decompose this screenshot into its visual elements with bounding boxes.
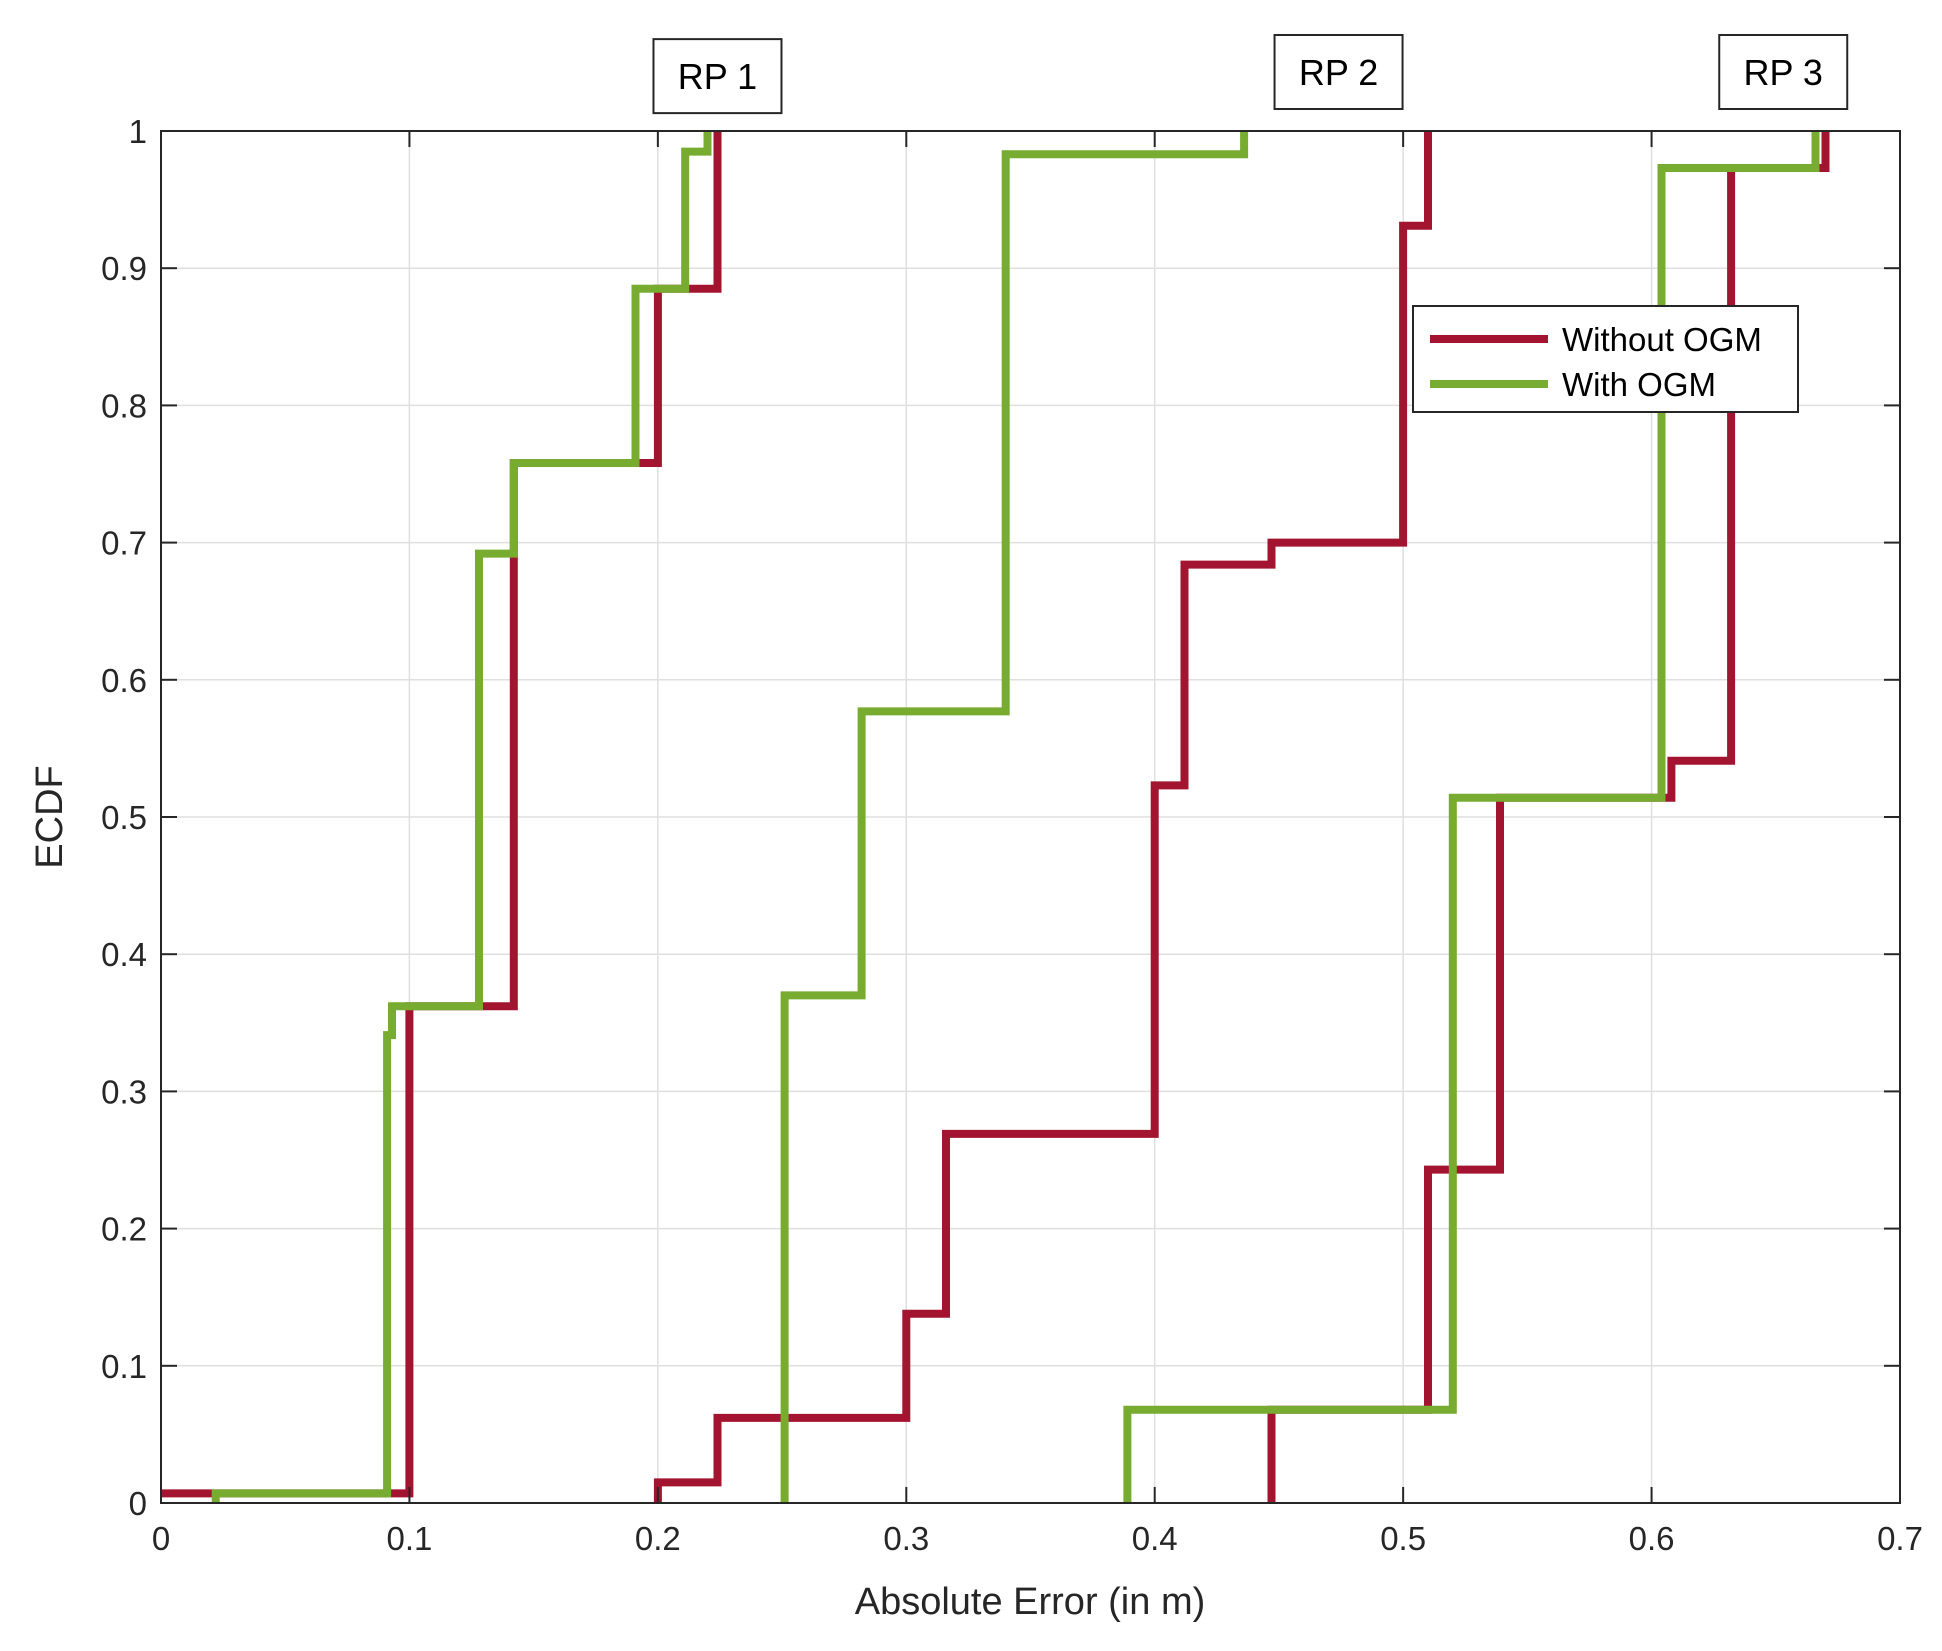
annotation-box bbox=[1718, 34, 1849, 111]
series-line-with-ogm-1 bbox=[211, 131, 712, 1503]
y-tick-label: 0.1 bbox=[101, 1348, 147, 1385]
annotation-label: RP 1 bbox=[678, 56, 757, 97]
annotations: RP 1 RP 2 RP 3 bbox=[652, 34, 1849, 115]
x-tick-label: 0.1 bbox=[386, 1520, 432, 1557]
series-line-without-ogm-2 bbox=[653, 131, 1432, 1503]
x-tick-label: 0.7 bbox=[1877, 1520, 1923, 1557]
x-tick-label: 0.4 bbox=[1132, 1520, 1178, 1557]
tick-marks bbox=[160, 130, 1901, 1504]
y-tick-label: 0.7 bbox=[101, 525, 147, 562]
legend-label-with-ogm: With OGM bbox=[1562, 366, 1716, 403]
legend: Without OGM With OGM bbox=[1412, 305, 1799, 413]
y-tick-label: 0.8 bbox=[101, 387, 147, 424]
legend-label-without-ogm: Without OGM bbox=[1562, 321, 1762, 358]
y-tick-label: 0.3 bbox=[101, 1073, 147, 1110]
annotation-box bbox=[652, 38, 783, 115]
annotation-rp-1: RP 1 bbox=[652, 38, 783, 115]
x-tick-label: 0.5 bbox=[1380, 1520, 1426, 1557]
annotation-rp-3: RP 3 bbox=[1718, 34, 1849, 111]
series-line-with-ogm-2 bbox=[780, 131, 1249, 1503]
y-tick-label: 0.9 bbox=[101, 250, 147, 287]
x-axis-label: Absolute Error (in m) bbox=[855, 1581, 1206, 1623]
y-tick-label: 0.4 bbox=[101, 936, 147, 973]
x-tick-labels: 0 0.1 0.2 0.3 0.4 0.5 0.6 0.7 bbox=[152, 1520, 1923, 1557]
legend-box bbox=[1412, 305, 1799, 413]
y-tick-label: 0.6 bbox=[101, 662, 147, 699]
x-tick-label: 0 bbox=[152, 1520, 170, 1557]
y-axis-label: ECDF bbox=[29, 765, 71, 868]
annotation-rp-2: RP 2 bbox=[1273, 34, 1404, 111]
y-tick-label: 0.2 bbox=[101, 1211, 147, 1248]
y-tick-label: 0 bbox=[129, 1485, 147, 1522]
x-tick-label: 0.2 bbox=[635, 1520, 681, 1557]
y-tick-label: 1 bbox=[129, 113, 147, 150]
y-tick-label: 0.5 bbox=[101, 799, 147, 836]
y-tick-labels: 0 0.1 0.2 0.3 0.4 0.5 0.6 0.7 0.8 0.9 1 bbox=[101, 113, 147, 1522]
x-tick-label: 0.6 bbox=[1629, 1520, 1675, 1557]
x-tick-label: 0.3 bbox=[883, 1520, 929, 1557]
annotation-box bbox=[1273, 34, 1404, 111]
annotation-label: RP 2 bbox=[1299, 52, 1378, 93]
annotation-label: RP 3 bbox=[1744, 52, 1823, 93]
series-lines bbox=[161, 131, 1830, 1503]
series-line-with-ogm-3 bbox=[1123, 131, 1820, 1503]
